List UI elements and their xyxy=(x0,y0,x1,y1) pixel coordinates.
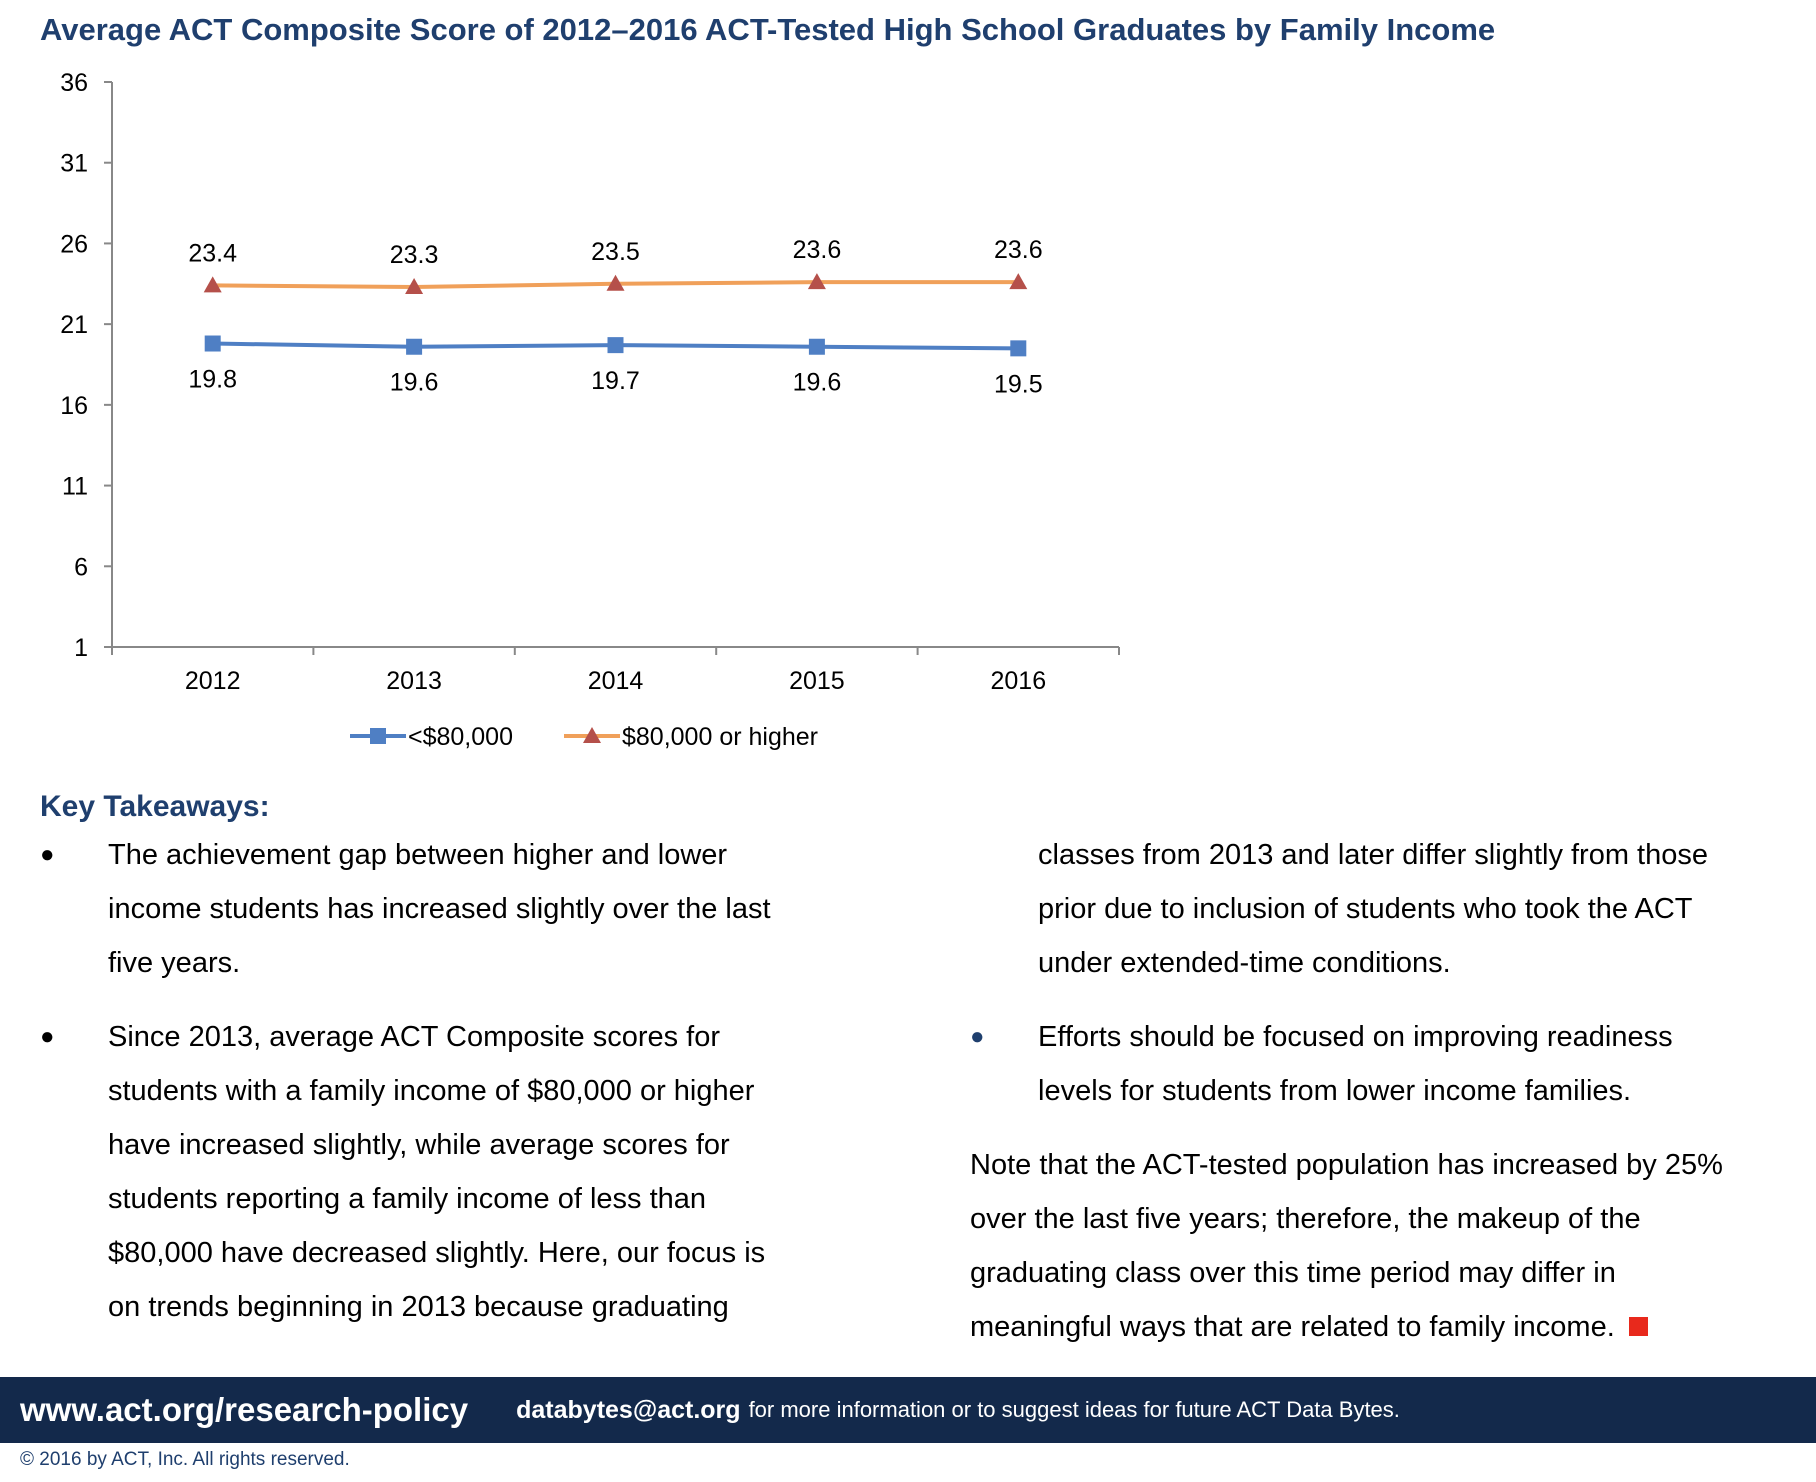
text-line: classes from 2013 and later differ sligh… xyxy=(1038,839,1709,871)
y-tick-label: 6 xyxy=(74,553,88,581)
bullet: ● xyxy=(970,1023,985,1050)
text-line: students with a family income of $80,000… xyxy=(108,1075,755,1107)
text-line: students reporting a family income of le… xyxy=(108,1183,707,1215)
text-line: Since 2013, average ACT Composite scores… xyxy=(108,1021,721,1053)
y-tick-label: 16 xyxy=(60,392,88,420)
data-point xyxy=(406,338,423,355)
x-tick-label: 2014 xyxy=(588,667,644,695)
text-line: Efforts should be focused on improving r… xyxy=(1038,1021,1673,1053)
data-label: 19.8 xyxy=(188,366,237,394)
x-axis-ticks: 2012 2013 2014 2015 2016 xyxy=(111,647,1120,695)
text-line: $80,000 have decreased slightly. Here, o… xyxy=(108,1237,766,1269)
note-paragraph: Note that the ACT-tested population has … xyxy=(970,1138,1810,1354)
text-line: Note that the ACT-tested population has … xyxy=(970,1149,1723,1181)
data-label: 23.4 xyxy=(188,239,237,267)
footer-bar: www.act.org/research-policy databytes@ac… xyxy=(0,1377,1816,1443)
data-point xyxy=(808,338,825,355)
copyright: © 2016 by ACT, Inc. All rights reserved. xyxy=(20,1449,350,1470)
y-tick-label: 11 xyxy=(62,473,88,501)
data-label: 23.3 xyxy=(390,241,439,269)
text-line: five years. xyxy=(108,947,241,979)
takeaway-continuation: classes from 2013 and later differ sligh… xyxy=(970,828,1810,990)
legend-marker xyxy=(370,728,386,744)
x-tick-label: 2016 xyxy=(990,667,1046,695)
text-line: prior due to inclusion of students who t… xyxy=(1038,893,1693,925)
data-point xyxy=(1010,340,1027,357)
series-layer: 19.8 19.6 19.7 19.6 19.5 23.4 23.3 23.5 23.6 23.6 xyxy=(188,236,1042,398)
takeaway-item: ● Efforts should be focused on improving… xyxy=(970,1010,1810,1118)
data-point xyxy=(1009,273,1028,290)
takeaways-column-right: classes from 2013 and later differ sligh… xyxy=(970,828,1810,1354)
y-tick-label: 26 xyxy=(60,230,88,258)
footer-url-link[interactable]: www.act.org/research-policy xyxy=(20,1391,469,1428)
text-line: graduating class over this time period m… xyxy=(970,1257,1616,1289)
y-tick-label: 31 xyxy=(60,150,88,178)
legend-marker xyxy=(583,727,601,743)
takeaway-item: ● Since 2013, average ACT Composite scor… xyxy=(40,1010,840,1334)
text-line: levels for students from lower income fa… xyxy=(1038,1075,1632,1107)
chart-title: Average ACT Composite Score of 2012–2016… xyxy=(40,12,1496,47)
data-label: 19.7 xyxy=(591,367,640,395)
data-point xyxy=(807,273,826,290)
data-label: 23.5 xyxy=(591,238,640,266)
text-line: under extended-time conditions. xyxy=(1038,947,1451,979)
y-tick-label: 1 xyxy=(74,634,88,662)
text-line: have increased slightly, while average s… xyxy=(108,1129,730,1161)
data-point xyxy=(606,274,625,291)
takeaways-heading: Key Takeaways: xyxy=(40,790,270,823)
text-line: over the last five years; therefore, the… xyxy=(970,1203,1641,1235)
x-tick-label: 2013 xyxy=(386,667,442,695)
takeaway-item: ● The achievement gap between higher and… xyxy=(40,828,840,990)
data-label: 23.6 xyxy=(994,236,1043,264)
footer-message: for more information or to suggest ideas… xyxy=(748,1397,1400,1422)
end-mark-icon xyxy=(1628,1317,1648,1336)
data-point xyxy=(204,335,221,352)
bullet: ● xyxy=(40,1023,55,1050)
text-line: The achievement gap between higher and l… xyxy=(108,839,728,871)
data-label: 23.6 xyxy=(793,236,842,264)
x-tick-label: 2012 xyxy=(185,667,241,695)
y-tick-label: 21 xyxy=(60,311,88,339)
data-label: 19.5 xyxy=(994,370,1043,398)
legend-label: $80,000 or higher xyxy=(622,723,818,751)
text-line: on trends beginning in 2013 because grad… xyxy=(108,1291,729,1323)
text-line-content: meaningful ways that are related to fami… xyxy=(970,1311,1615,1343)
x-tick-label: 2015 xyxy=(789,667,845,695)
y-tick-label: 36 xyxy=(60,69,88,97)
data-point xyxy=(607,337,624,354)
text-line: meaningful ways that are related to fami… xyxy=(970,1300,1810,1354)
legend-label: <$80,000 xyxy=(408,723,513,751)
data-label: 19.6 xyxy=(793,369,842,397)
data-point xyxy=(203,276,222,293)
legend: <$80,000 $80,000 or higher xyxy=(350,723,818,751)
bullet: ● xyxy=(40,841,55,868)
text-line: income students has increased slightly o… xyxy=(108,893,771,925)
data-point xyxy=(405,278,424,295)
footer-email-link[interactable]: databytes@act.org xyxy=(516,1395,741,1424)
data-label: 19.6 xyxy=(390,369,439,397)
takeaways-column-left: ● The achievement gap between higher and… xyxy=(40,828,840,1334)
